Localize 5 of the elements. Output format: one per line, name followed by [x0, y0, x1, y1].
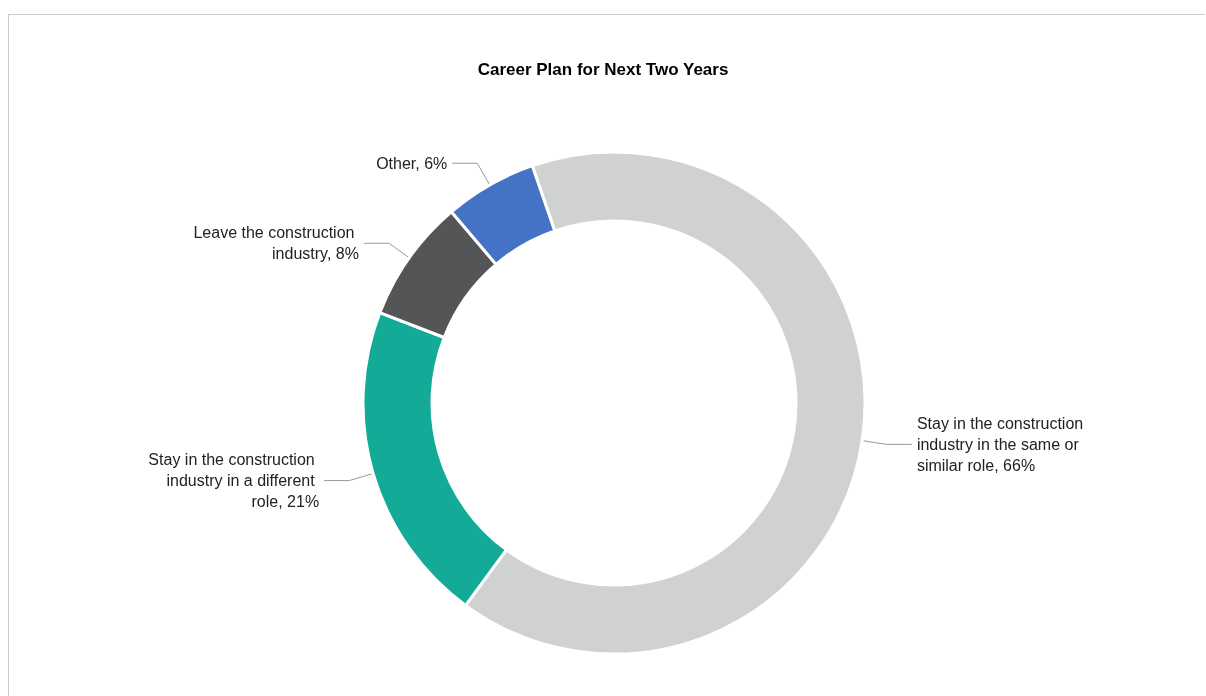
slice-label: Other, 6%: [376, 154, 448, 172]
slice-label: Leave the construction industry, 8%: [193, 224, 359, 263]
chart-title: Career Plan for Next Two Years: [477, 60, 729, 79]
slice-label: Stay in the construction industry in the same or similar role, 66%: [916, 414, 1088, 474]
slice-label: Stay in the construction industry in a different role, 21%: [148, 451, 320, 511]
